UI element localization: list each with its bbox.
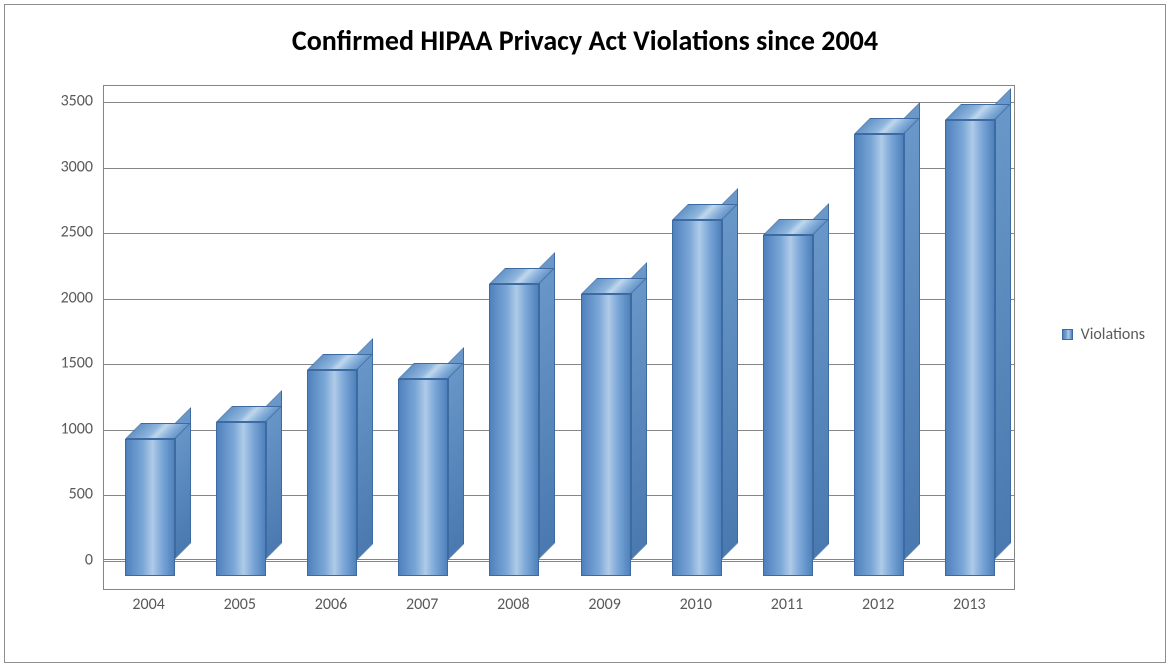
x-tick-label: 2008 xyxy=(468,595,559,614)
bar xyxy=(672,204,738,575)
y-tick-label: 500 xyxy=(45,485,93,504)
bar xyxy=(489,268,555,575)
bar-side xyxy=(448,347,464,560)
bar-side xyxy=(813,203,829,560)
bar xyxy=(398,363,464,576)
y-tick-label: 3500 xyxy=(45,92,93,111)
bar-front xyxy=(307,370,357,576)
x-axis-labels: 2004200520062007200820092010201120122013 xyxy=(103,595,1015,625)
bar xyxy=(216,406,282,575)
bar-side xyxy=(631,262,647,560)
x-tick-label: 2005 xyxy=(194,595,285,614)
bar-side xyxy=(722,188,738,559)
y-tick-label: 0 xyxy=(45,551,93,570)
chart-container: Confirmed HIPAA Privacy Act Violations s… xyxy=(4,4,1166,663)
chart-title: Confirmed HIPAA Privacy Act Violations s… xyxy=(5,5,1165,68)
legend: Violations xyxy=(1062,325,1145,344)
bar-front xyxy=(945,120,995,575)
y-tick-label: 3000 xyxy=(45,157,93,176)
x-tick-label: 2010 xyxy=(650,595,741,614)
bar-front xyxy=(216,422,266,575)
bar xyxy=(581,278,647,576)
y-tick-label: 1000 xyxy=(45,419,93,438)
bar-front xyxy=(398,379,448,576)
legend-swatch xyxy=(1062,329,1073,340)
x-tick-label: 2004 xyxy=(103,595,194,614)
bar-side xyxy=(904,102,920,560)
bar xyxy=(763,219,829,576)
y-tick-label: 2000 xyxy=(45,288,93,307)
bar-front xyxy=(854,134,904,576)
bar xyxy=(854,118,920,576)
y-tick-label: 2500 xyxy=(45,223,93,242)
x-tick-label: 2012 xyxy=(833,595,924,614)
bar-front xyxy=(763,235,813,576)
bar-front xyxy=(125,439,175,575)
y-tick-label: 1500 xyxy=(45,354,93,373)
bar-front xyxy=(672,220,722,575)
bar xyxy=(125,423,191,575)
bar-front xyxy=(489,284,539,575)
bar-side xyxy=(995,88,1011,559)
x-tick-label: 2009 xyxy=(559,595,650,614)
bars-layer xyxy=(104,86,1014,589)
bar-front xyxy=(581,294,631,576)
plot-area xyxy=(103,85,1015,590)
y-axis-labels: 0 500 1000 1500 2000 2500 3000 3500 xyxy=(45,85,97,590)
bar-side xyxy=(357,338,373,560)
x-tick-label: 2013 xyxy=(924,595,1015,614)
bar xyxy=(945,104,1011,575)
plot-wrapper: 0500100015002000250030003500 20042005200… xyxy=(45,85,1015,625)
bar-side xyxy=(539,252,555,559)
x-tick-label: 2006 xyxy=(285,595,376,614)
bar xyxy=(307,354,373,576)
legend-label: Violations xyxy=(1081,325,1145,344)
x-tick-label: 2007 xyxy=(377,595,468,614)
x-tick-label: 2011 xyxy=(741,595,832,614)
